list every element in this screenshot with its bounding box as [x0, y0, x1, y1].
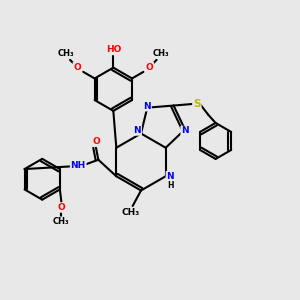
- Text: CH₃: CH₃: [58, 49, 74, 58]
- Text: NH: NH: [70, 161, 86, 170]
- Text: CH₃: CH₃: [153, 49, 170, 58]
- Text: S: S: [193, 99, 201, 109]
- Text: N: N: [143, 102, 151, 111]
- Text: N: N: [134, 126, 141, 135]
- Text: O: O: [92, 137, 100, 146]
- Text: CH₃: CH₃: [53, 217, 70, 226]
- Text: N: N: [167, 172, 174, 181]
- Text: O: O: [58, 203, 65, 212]
- Text: HO: HO: [106, 45, 122, 54]
- Text: N: N: [181, 126, 189, 135]
- Text: O: O: [73, 63, 81, 71]
- Text: O: O: [146, 63, 153, 71]
- Text: CH₃: CH₃: [121, 208, 139, 217]
- Text: H: H: [167, 181, 173, 190]
